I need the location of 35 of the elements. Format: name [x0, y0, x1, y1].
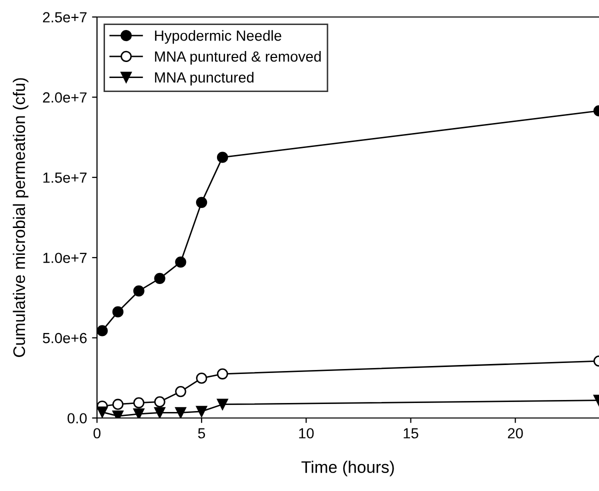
x-tick-label: 0	[94, 428, 100, 438]
y-tick-label: 5.0e+6	[42, 332, 87, 344]
y-tick-label: 2.0e+7	[43, 92, 87, 103]
point	[196, 372, 208, 384]
x-tick-label: 5	[198, 428, 206, 438]
y-axis-title: Cumulative microbial permeation (cfu)	[12, 78, 28, 357]
point	[97, 325, 108, 336]
y-tick-label: 1.5e+7	[43, 172, 87, 183]
point	[216, 398, 228, 410]
x-tick-label: 15	[404, 428, 418, 438]
point	[133, 285, 144, 297]
point	[133, 397, 144, 408]
point	[216, 368, 228, 380]
point	[133, 408, 144, 418]
point	[154, 272, 166, 284]
y-tick-label: 2.5e+7	[43, 12, 87, 22]
point	[154, 396, 166, 408]
point	[97, 406, 108, 418]
legend-label: Hypodermic Needle	[155, 30, 282, 44]
x-axis-title: Time (hours)	[301, 460, 394, 476]
point	[196, 196, 208, 208]
point	[196, 406, 208, 417]
point	[175, 386, 186, 398]
legend-label: MNA puntured & removed	[155, 51, 321, 65]
x-tick-label: 10	[299, 428, 314, 438]
point	[112, 398, 124, 410]
point	[112, 306, 124, 318]
point	[216, 152, 228, 163]
y-tick-label: 1.0e+7	[43, 252, 87, 264]
y-tick-label: 0.0	[68, 413, 87, 424]
point	[175, 256, 186, 268]
x-tick-label: 20	[508, 428, 523, 438]
legend-label: MNA punctured	[155, 72, 254, 86]
point	[154, 407, 166, 418]
point	[175, 407, 186, 418]
